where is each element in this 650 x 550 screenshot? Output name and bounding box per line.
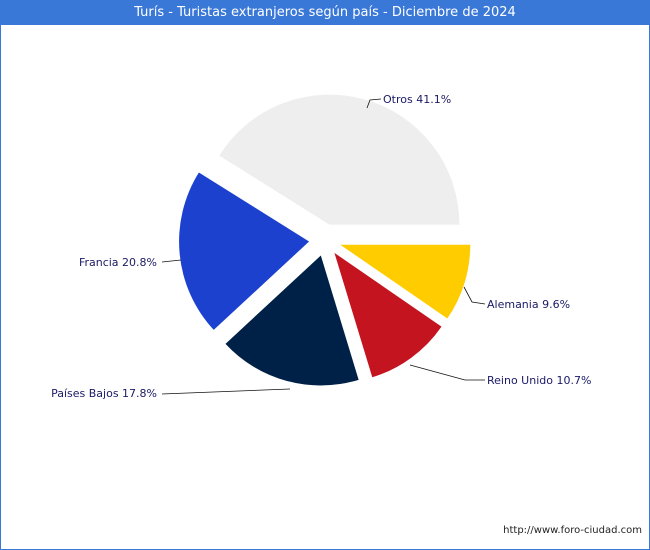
pie-slice-francia [179,172,310,330]
leader-line [161,388,291,395]
pie-slice-alemania [340,244,471,319]
slice-label: Otros 41.1% [383,93,451,106]
slice-label: Alemania 9.6% [487,298,570,311]
pie-slice-reino-unido [334,252,442,378]
leader-line [161,259,182,263]
chart-title: Turís - Turistas extranjeros según país … [1,1,649,25]
slice-label: Reino Unido 10.7% [487,374,591,387]
source-link[interactable]: http://www.foro-ciudad.com [503,525,642,536]
leader-line [463,286,486,305]
leader-line [366,98,382,109]
pie-slice-otros [219,94,460,225]
pie-slice-paises-bajos [225,255,359,386]
slice-label: Francia 20.8% [79,256,157,269]
leader-line [409,364,485,381]
slice-label: Países Bajos 17.8% [51,387,157,400]
